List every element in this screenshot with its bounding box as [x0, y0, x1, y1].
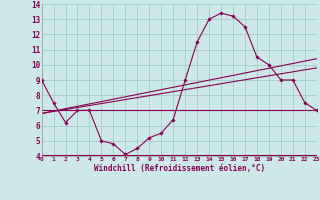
X-axis label: Windchill (Refroidissement éolien,°C): Windchill (Refroidissement éolien,°C) [94, 164, 265, 173]
